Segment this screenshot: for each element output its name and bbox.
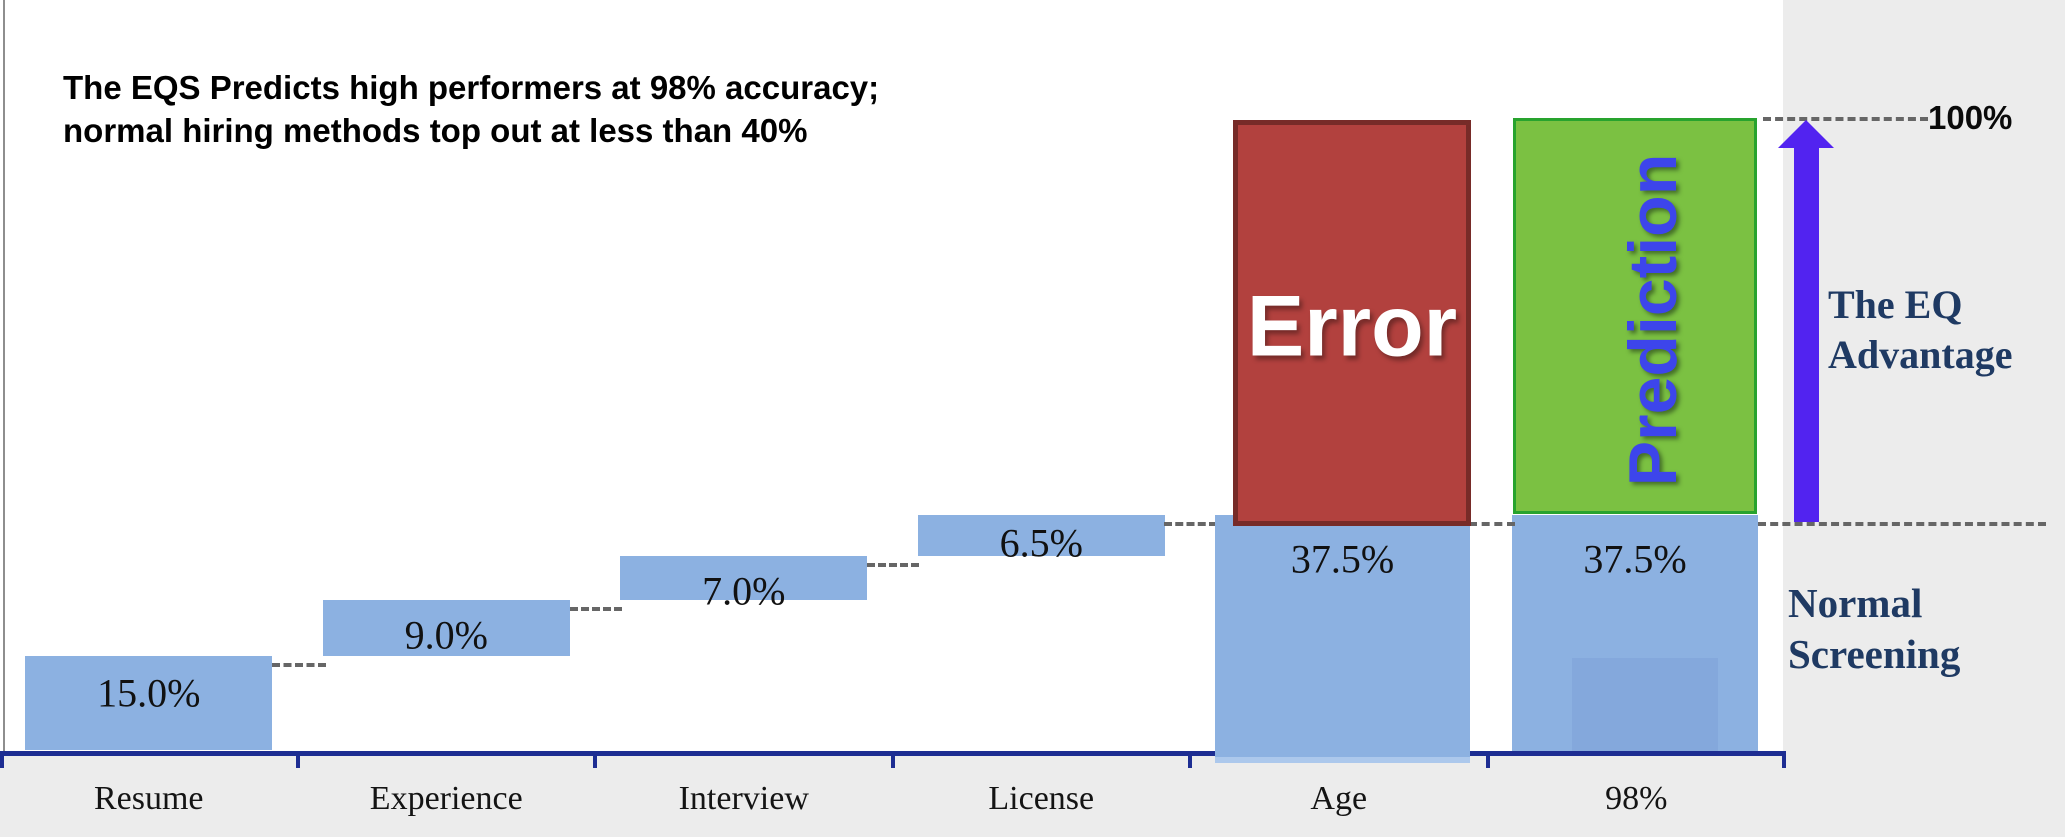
eq-advantage-label: The EQ Advantage bbox=[1828, 282, 2013, 377]
step-connector-dashed-line bbox=[1469, 522, 1515, 527]
axis-category-label: 98% bbox=[1605, 780, 1668, 817]
bar-value-label: 37.5% bbox=[1290, 536, 1395, 582]
normal-screening-label: Normal Screening bbox=[1788, 580, 1961, 677]
bar-value-label: 9.0% bbox=[404, 612, 488, 658]
bar-value-label: 15.0% bbox=[97, 670, 201, 716]
axis-category-label: License bbox=[988, 780, 1095, 817]
axis-category-label: Interview bbox=[678, 780, 809, 817]
bottom-gray-strip bbox=[0, 755, 2065, 837]
x-axis-tick bbox=[1781, 750, 1786, 768]
x-axis-tick bbox=[1188, 750, 1192, 768]
bar-inner-shade bbox=[1572, 658, 1718, 751]
hundred-percent-label: 100% bbox=[1928, 99, 2013, 136]
x-axis-tick bbox=[1485, 750, 1490, 768]
bar-License bbox=[917, 515, 1165, 557]
step-connector-dashed-line bbox=[1758, 522, 2046, 527]
axis-category-label: Experience bbox=[369, 780, 523, 817]
bar-value-label: 37.5% bbox=[1583, 536, 1687, 582]
error-bar-label: Error bbox=[1246, 278, 1458, 375]
bar-Age bbox=[1215, 515, 1470, 757]
bar-Resume bbox=[25, 656, 273, 751]
prediction-bar bbox=[1513, 118, 1757, 514]
bar-value-label: 6.5% bbox=[999, 520, 1083, 566]
bar-value-label: 7.0% bbox=[702, 568, 786, 614]
x-axis-tick bbox=[890, 750, 895, 768]
step-connector-dashed-line bbox=[570, 607, 622, 612]
bar-Interview bbox=[620, 556, 868, 600]
top-reference-dashed-line bbox=[1763, 117, 1928, 121]
x-axis-tick bbox=[295, 750, 300, 768]
step-connector-dashed-line bbox=[272, 663, 326, 668]
bar-Experience bbox=[322, 600, 570, 657]
left-edge-line bbox=[3, 0, 5, 752]
axis-category-label: Age bbox=[1310, 780, 1368, 817]
axis-category-label: Resume bbox=[93, 780, 204, 817]
bar-bottom-highlight bbox=[1215, 757, 1470, 763]
error-bar bbox=[1233, 120, 1471, 526]
chart-title: The EQS Predicts high performers at 98% … bbox=[63, 69, 880, 149]
x-axis-tick bbox=[593, 750, 597, 768]
eq-advantage-arrow-shaft bbox=[1794, 145, 1819, 522]
step-connector-dashed-line bbox=[1164, 522, 1217, 527]
x-axis-tick bbox=[0, 750, 4, 768]
prediction-bar-label: Prediction bbox=[1615, 153, 1691, 487]
eq-advantage-arrow-head-icon bbox=[1778, 120, 1834, 148]
step-connector-dashed-line bbox=[867, 563, 919, 568]
